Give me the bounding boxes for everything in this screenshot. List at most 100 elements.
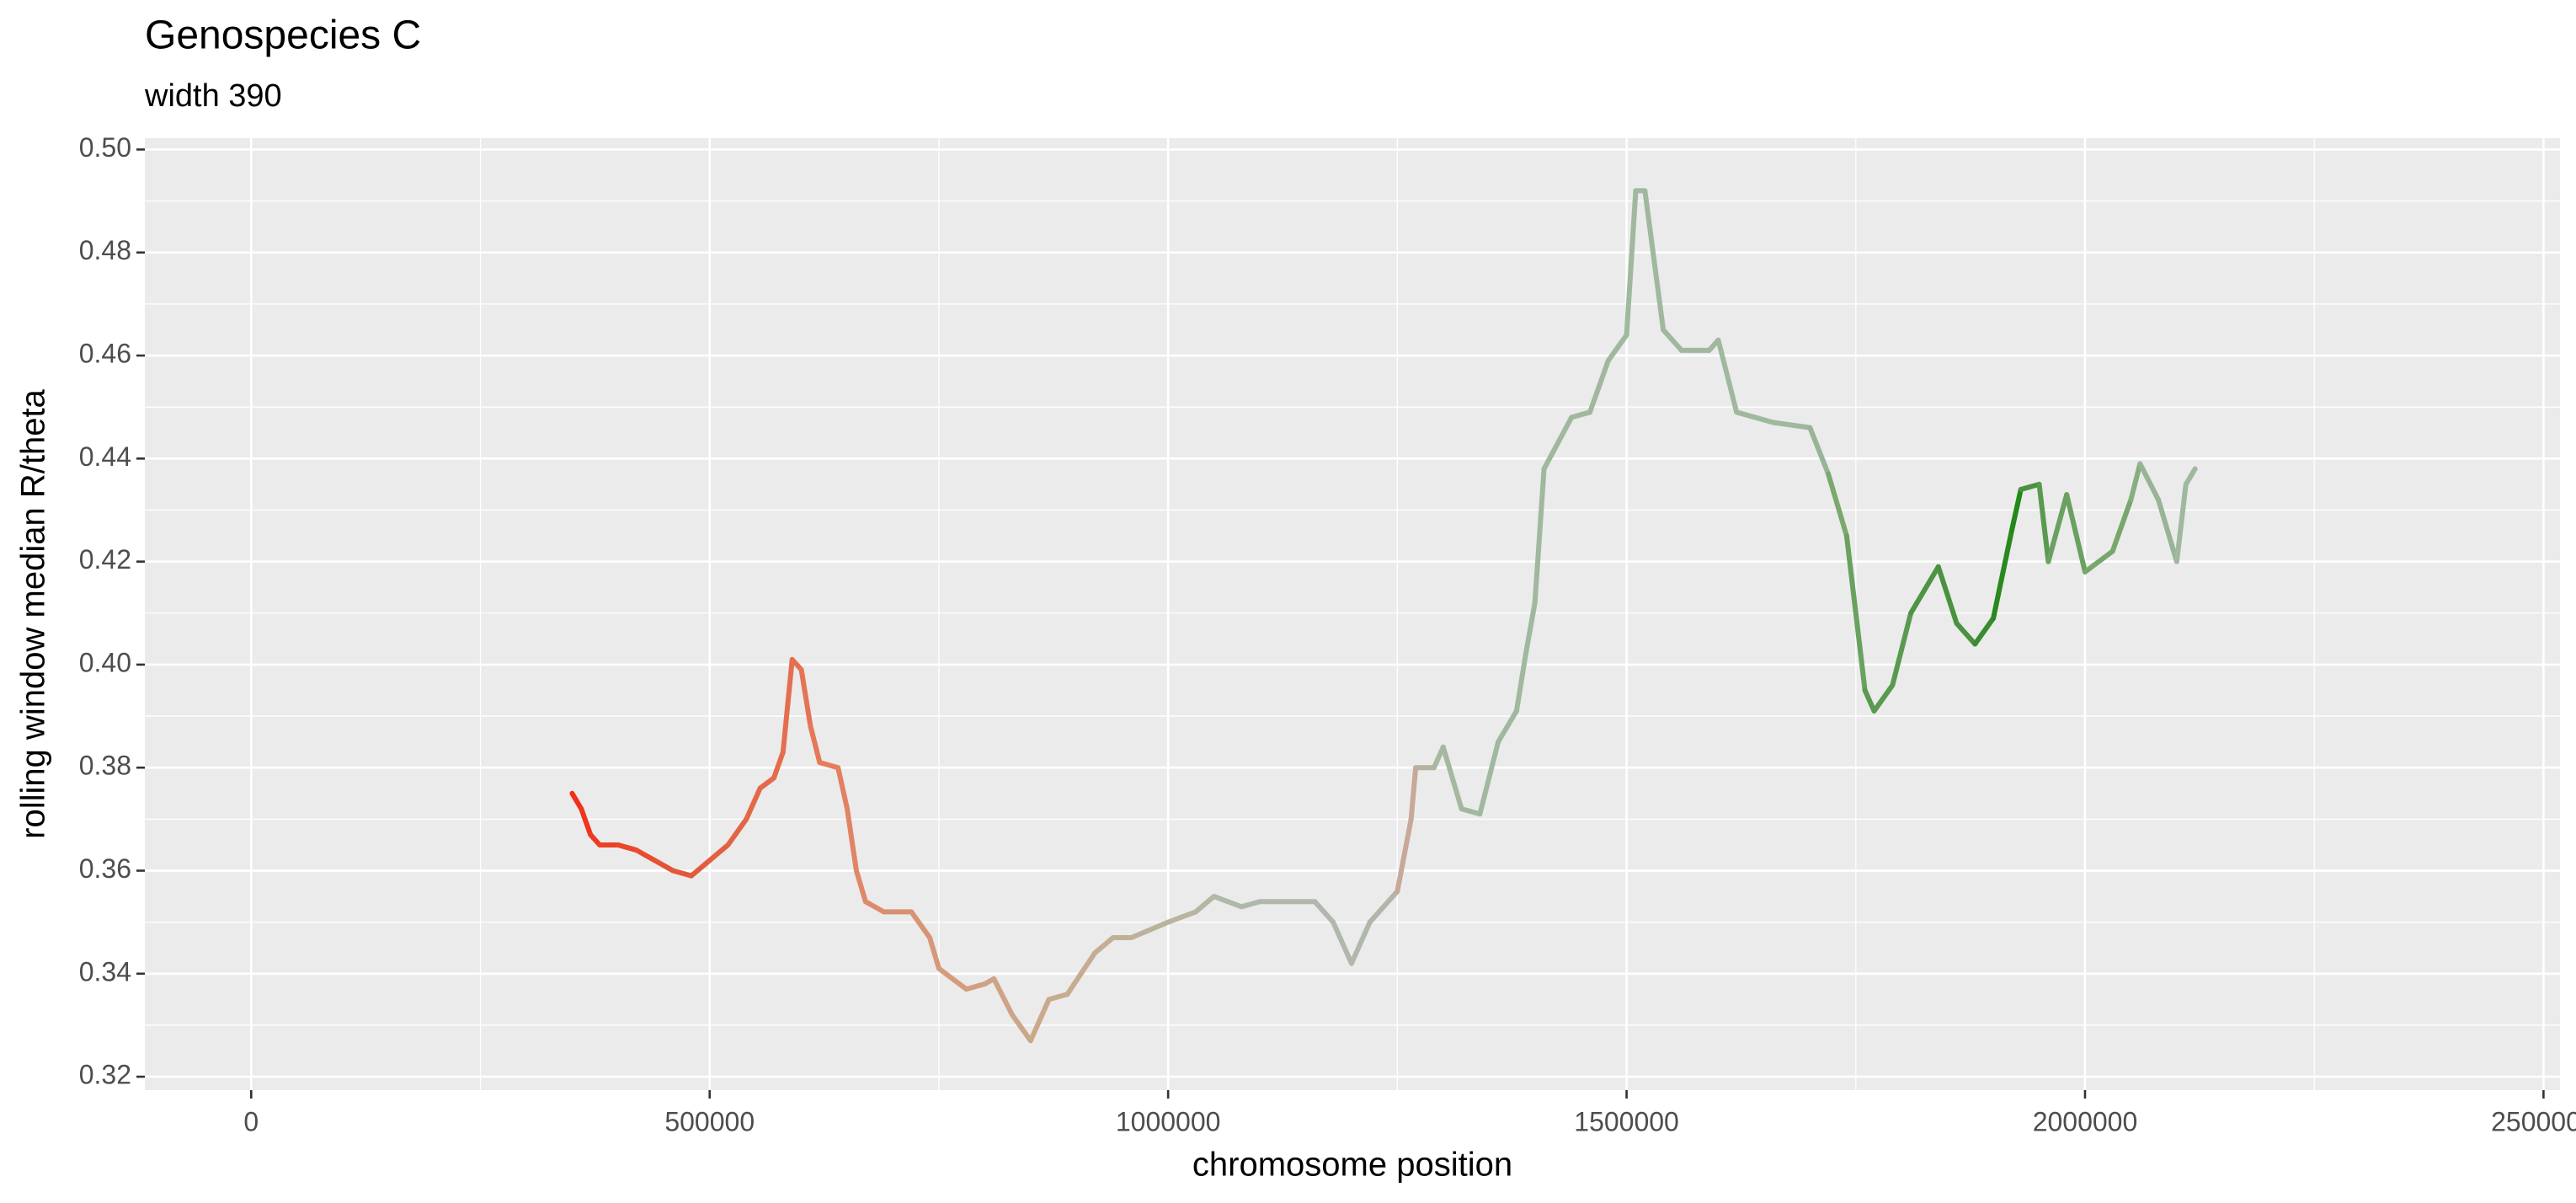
y-axis-title: rolling window median R/theta xyxy=(15,388,52,838)
line-segment xyxy=(1770,420,1813,430)
x-tick-label: 2000000 xyxy=(2033,1106,2138,1136)
line-segment xyxy=(1807,425,1832,477)
line-segment xyxy=(1513,651,1528,714)
line-segment xyxy=(688,858,712,879)
line-segment xyxy=(1523,600,1538,657)
line-segment xyxy=(963,981,988,992)
line-segment xyxy=(1826,471,1849,539)
x-tick-label: 500000 xyxy=(664,1106,755,1136)
line-segment xyxy=(853,868,868,905)
line-segment xyxy=(1935,564,1960,627)
x-tick-label: 1500000 xyxy=(1574,1106,1679,1136)
line-segment xyxy=(2156,497,2179,564)
line-segment xyxy=(1908,564,1941,616)
y-tick-label: 0.36 xyxy=(79,853,131,884)
line-segment xyxy=(1890,610,1914,688)
y-tick-label: 0.34 xyxy=(79,956,131,986)
line-segment xyxy=(1010,1012,1033,1044)
line-segment xyxy=(1642,188,1667,333)
x-tick-label: 0 xyxy=(243,1106,259,1136)
line-segment xyxy=(1239,899,1263,910)
line-segment xyxy=(927,935,941,971)
line-segment xyxy=(707,842,731,863)
line-segment xyxy=(1165,909,1198,925)
line-segment xyxy=(1348,919,1373,966)
line-segment xyxy=(1661,327,1684,353)
line-segment xyxy=(1954,621,1978,647)
line-segment xyxy=(2008,487,2024,533)
line-segment xyxy=(798,667,813,730)
y-tick-label: 0.48 xyxy=(79,235,131,265)
x-tick-label: 1000000 xyxy=(1116,1106,1221,1136)
line-segment xyxy=(1605,332,1629,364)
y-tick-label: 0.38 xyxy=(79,751,131,781)
line-segment xyxy=(2128,461,2143,503)
line-segment xyxy=(1715,337,1740,415)
line-segment xyxy=(2183,466,2198,487)
line-segment xyxy=(1046,992,1070,1002)
line-segment xyxy=(835,765,851,812)
line-segment xyxy=(1211,894,1245,910)
line-segment xyxy=(862,899,887,915)
line-segment xyxy=(991,976,1016,1018)
y-tick-label: 0.50 xyxy=(79,132,131,163)
line-segment xyxy=(633,847,658,863)
line-segment xyxy=(1367,888,1400,925)
line-segment xyxy=(1477,739,1501,817)
line-segment xyxy=(771,749,786,781)
line-segment xyxy=(1843,533,1868,693)
line-segment xyxy=(2137,461,2162,503)
line-segment xyxy=(1064,950,1098,997)
line-segment xyxy=(1862,687,1877,714)
line-segment xyxy=(808,724,823,766)
y-tick-label: 0.44 xyxy=(79,441,131,472)
line-segment xyxy=(936,965,969,992)
line-segment xyxy=(579,806,594,837)
line-segment xyxy=(1871,682,1896,714)
line-segment xyxy=(1624,188,1639,338)
x-axis-title: chromosome position xyxy=(1192,1147,1512,1184)
line-segment xyxy=(2173,481,2189,564)
line-segment xyxy=(909,909,933,941)
line-segment xyxy=(1587,358,1611,415)
line-segment xyxy=(1972,615,1997,647)
line-segment xyxy=(1734,409,1776,425)
line-segment xyxy=(1192,894,1217,915)
line-segment xyxy=(845,806,859,874)
line-segment xyxy=(725,816,749,847)
line-segment xyxy=(615,842,639,853)
plot-panel xyxy=(145,138,2560,1090)
line-segment xyxy=(670,868,694,879)
line-segment xyxy=(817,760,841,771)
x-tick-label: 2500000 xyxy=(2491,1106,2576,1136)
line-segment xyxy=(1312,899,1336,925)
line-segment xyxy=(1532,466,1547,606)
line-segment xyxy=(1128,919,1171,941)
line-segment xyxy=(757,775,776,791)
y-tick-label: 0.40 xyxy=(79,647,131,677)
line-segment xyxy=(2082,548,2115,575)
line-segment xyxy=(2036,481,2051,564)
line-segment xyxy=(1496,708,1519,745)
line-segment xyxy=(652,858,676,874)
line-segment xyxy=(2018,481,2042,493)
line-segment xyxy=(1408,765,1419,822)
y-tick-label: 0.46 xyxy=(79,338,131,368)
line-segment xyxy=(1395,816,1414,894)
line-segment xyxy=(1027,997,1052,1044)
line-segment xyxy=(1459,806,1483,817)
y-tick-label: 0.42 xyxy=(79,544,131,575)
line-segment xyxy=(1541,414,1575,472)
line-segment xyxy=(1569,409,1593,420)
line-segment xyxy=(569,790,584,812)
y-tick-label: 0.32 xyxy=(79,1060,131,1090)
line-segment xyxy=(1092,935,1116,956)
chart-title: Genospecies C xyxy=(145,13,421,58)
line-segment xyxy=(1440,744,1464,812)
chart-subtitle: width 390 xyxy=(144,78,282,114)
line-segment xyxy=(2064,492,2088,575)
line-segment xyxy=(1991,527,2014,621)
line-segment xyxy=(2109,497,2134,554)
